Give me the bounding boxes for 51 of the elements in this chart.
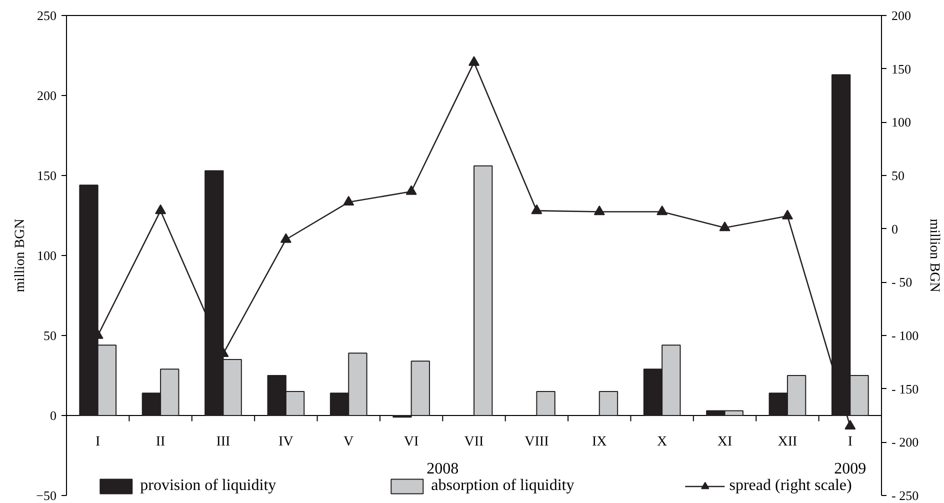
x-tick-label: VII [464, 434, 484, 450]
bar [536, 391, 556, 416]
point [280, 233, 292, 243]
point [844, 420, 856, 430]
point [594, 205, 605, 216]
point [782, 210, 793, 220]
x-tick-label: V [344, 434, 354, 450]
point [719, 221, 730, 232]
y2-tick-label: - 100 [892, 328, 919, 343]
annotation: 2008 [426, 460, 459, 478]
y2-tick-label: 0 [892, 221, 898, 236]
y2-tick-label: - 150 [892, 381, 919, 396]
x-tick-label: VIII [524, 434, 550, 450]
x-tick-label: XI [717, 434, 732, 450]
x-tick-label: I [96, 434, 101, 450]
y2-tick-label: 200 [892, 8, 911, 23]
y2-tick-label: - 250 [892, 488, 919, 503]
point [406, 185, 417, 195]
y2-axis-title: million BGN [926, 218, 942, 292]
x-tick-label: IX [592, 434, 607, 450]
y2-tick-label: 50 [892, 168, 904, 183]
x-tick-label: XII [778, 434, 798, 450]
y-axis-title: million BGN [13, 218, 28, 292]
y-tick-label: 100 [37, 248, 56, 263]
point [155, 204, 166, 214]
y2-tick-label: - 200 [892, 434, 919, 450]
x-tick-label: X [657, 434, 668, 450]
bar [598, 391, 618, 416]
legend-label: spread (right scale) [729, 477, 852, 495]
point [531, 204, 542, 214]
x-tick-label: IV [278, 434, 294, 450]
legend-label: absorption of liquidity [431, 477, 574, 495]
annotation: 2009 [834, 460, 866, 478]
y2-tick-label: - 50 [892, 274, 912, 290]
legend-label: provision of liquidity [140, 477, 276, 495]
y2-tick-label: 150 [892, 61, 911, 76]
y-tick-label: 50 [44, 328, 56, 343]
bar [474, 165, 493, 416]
y-tick-label: 200 [37, 88, 56, 103]
y2-tick-label: 100 [892, 114, 911, 130]
point [343, 196, 354, 206]
x-tick-label: II [156, 434, 166, 450]
y-tick-label: 150 [37, 168, 56, 183]
x-tick-label: VI [404, 434, 420, 450]
y-tick-label: 0 [50, 408, 56, 423]
y-tick-label: −50 [36, 488, 57, 503]
y-tick-label: 250 [37, 8, 56, 23]
x-tick-label: III [216, 434, 231, 450]
x-tick-label: I [848, 434, 853, 450]
point [656, 205, 668, 216]
point [468, 56, 480, 66]
